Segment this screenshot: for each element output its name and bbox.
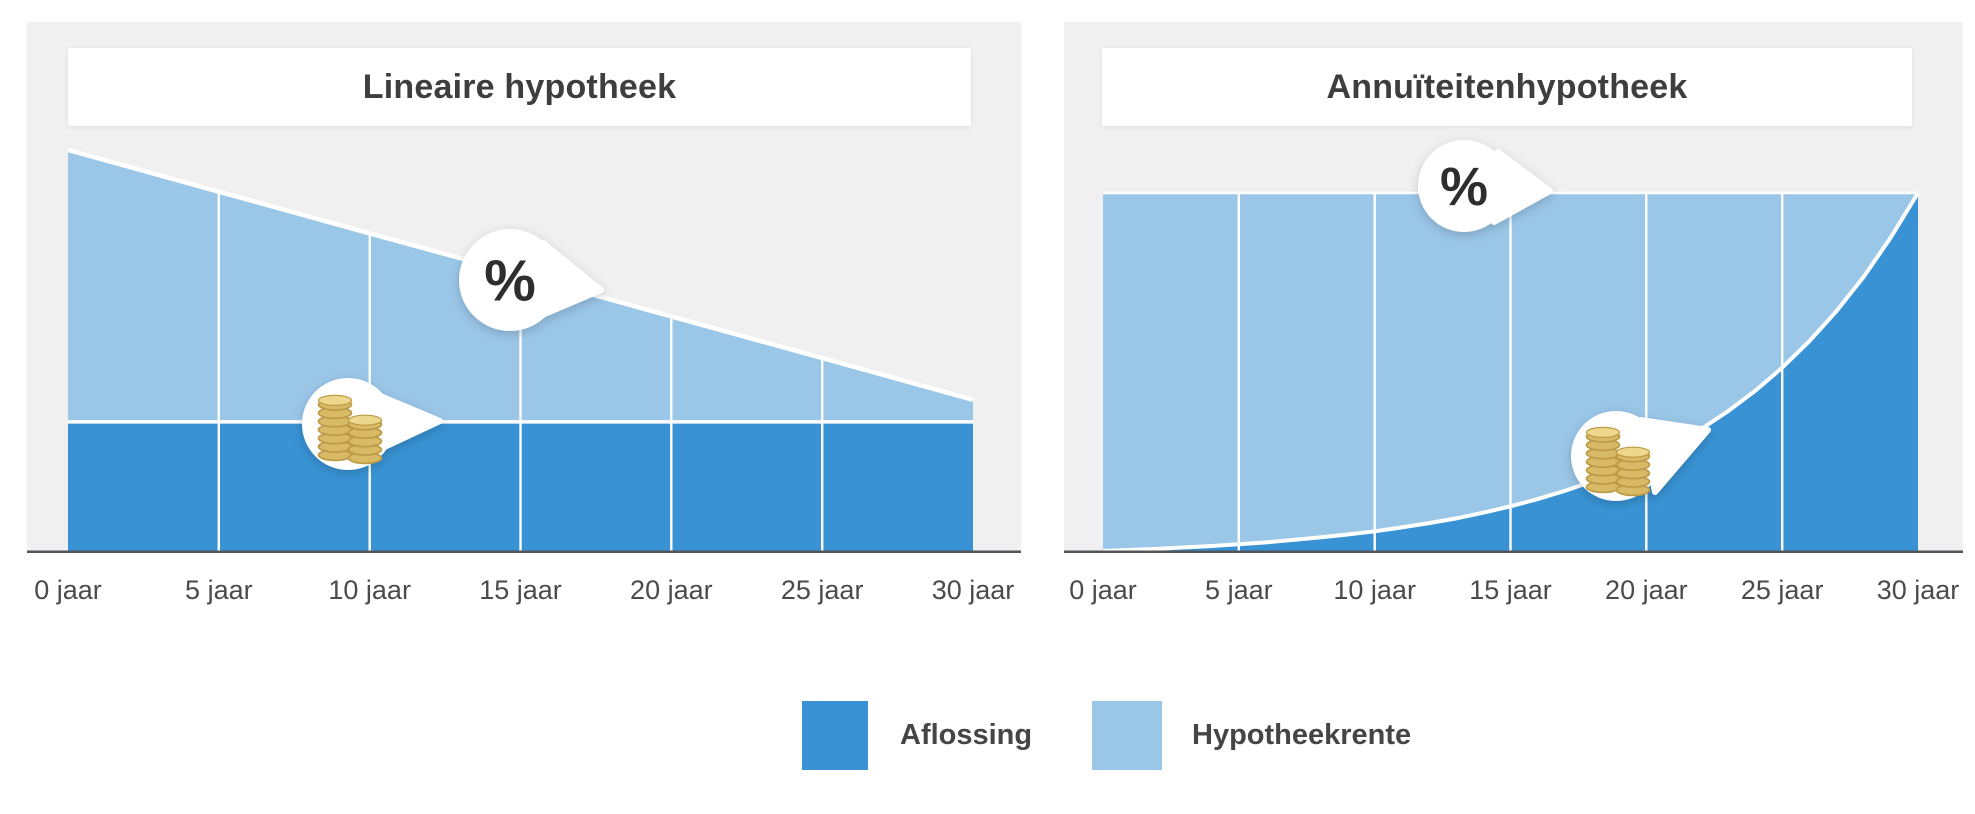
x-axis-label: 5 jaar	[1205, 575, 1273, 605]
x-axis-label: 15 jaar	[1469, 575, 1552, 605]
gridline	[1781, 193, 1784, 551]
annuiteitenhypotheek-chart: %	[1064, 140, 1963, 553]
x-axis-labels-left: 0 jaar 5 jaar 10 jaar 15 jaar 20 jaar 25 jaar…	[27, 575, 1021, 620]
x-axis-label: 0 jaar	[1069, 575, 1137, 605]
x-axis-label: 5 jaar	[185, 575, 253, 605]
x-axis-label: 15 jaar	[479, 575, 562, 605]
x-axis-line	[27, 550, 1021, 553]
chart-panel-annuiteitenhypotheek: % Annuïteitenhypotheek	[1064, 22, 1963, 553]
x-axis-label: 25 jaar	[780, 575, 864, 605]
chart-title: Annuïteitenhypotheek	[1326, 67, 1688, 106]
aflossing-boundary-line	[1102, 191, 1920, 553]
legend-label-hypotheekrente: Hypotheekrente	[1192, 719, 1412, 751]
x-axis-label: 30 jaar	[1876, 575, 1960, 605]
gridline	[670, 150, 673, 551]
x-axis-label: 20 jaar	[630, 575, 713, 605]
coins-callout	[302, 378, 443, 470]
aflossing-area	[1103, 193, 1918, 551]
chart-title-box: Lineaire hypotheek	[68, 48, 971, 126]
legend-label-aflossing: Aflossing	[900, 719, 1033, 751]
percent-callout: %	[1418, 140, 1553, 232]
x-axis-label: 10 jaar	[1333, 575, 1416, 605]
percent-icon: %	[484, 248, 536, 313]
gridline	[519, 150, 522, 551]
gridline	[368, 150, 371, 551]
x-axis-label: 20 jaar	[1605, 575, 1688, 605]
x-axis-line	[1064, 550, 1963, 553]
legend-swatch-hypotheekrente	[1092, 701, 1162, 770]
x-axis-label: 30 jaar	[931, 575, 1015, 605]
x-axis-labels-right: 0 jaar 5 jaar 10 jaar 15 jaar 20 jaar 25 jaar…	[1064, 575, 1963, 620]
x-axis-label: 25 jaar	[1740, 575, 1824, 605]
lineaire-hypotheek-chart: %	[27, 147, 1021, 553]
gridline	[1509, 193, 1512, 551]
x-axis-label: 10 jaar	[328, 575, 411, 605]
chart-panel-lineaire-hypotheek: % Lineaire hypotheek	[27, 22, 1021, 553]
gridline	[1237, 193, 1240, 551]
chart-title: Lineaire hypotheek	[362, 67, 677, 106]
gridline	[1645, 193, 1648, 551]
gridline	[1373, 193, 1376, 551]
percent-callout: %	[459, 229, 604, 331]
coins-callout	[1571, 411, 1711, 501]
coins-icon	[317, 394, 383, 465]
x-axis-label: 0 jaar	[34, 575, 102, 605]
legend-swatch-aflossing	[802, 701, 868, 770]
percent-icon: %	[1440, 157, 1488, 217]
coins-icon	[1585, 426, 1651, 497]
legend: Aflossing Hypotheekrente	[0, 690, 1975, 785]
gridline	[217, 150, 220, 551]
chart-title-box: Annuïteitenhypotheek	[1102, 48, 1912, 126]
